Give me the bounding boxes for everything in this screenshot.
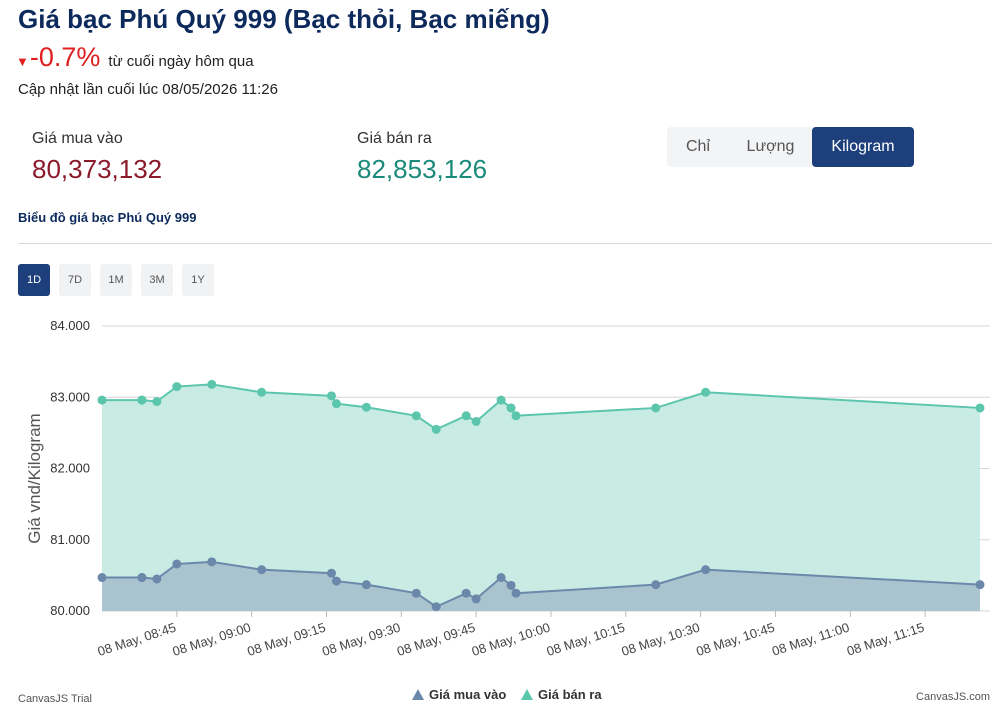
buy-data-point bbox=[361, 580, 371, 590]
price-chart: 80.000 81.000 82.000 83.000 84.000 08 May, 08… bbox=[18, 318, 990, 705]
sell-data-point bbox=[511, 411, 521, 421]
buy-data-point bbox=[496, 573, 506, 583]
sell-data-point bbox=[506, 403, 516, 413]
buy-data-point bbox=[506, 580, 516, 590]
sell-data-point bbox=[152, 397, 162, 407]
range-button-3m[interactable]: 3M bbox=[141, 264, 173, 296]
buy-legend-label: Giá mua vào bbox=[429, 687, 506, 702]
buy-data-point bbox=[207, 557, 217, 567]
buy-data-point bbox=[701, 565, 711, 575]
buy-data-point bbox=[331, 576, 341, 586]
watermark-right: CanvasJS.com bbox=[916, 691, 990, 703]
x-tick-label: 08 May, 10:15 bbox=[545, 620, 627, 659]
change-percent: -0.7% bbox=[29, 42, 101, 72]
range-buttons: 1D 7D 1M 3M 1Y bbox=[18, 264, 214, 296]
x-tick-label: 08 May, 09:00 bbox=[171, 620, 253, 659]
unit-button-kilogram[interactable]: Kilogram bbox=[812, 127, 914, 167]
sell-data-point bbox=[361, 402, 371, 412]
last-updated: Cập nhật lần cuối lúc 08/05/2026 11:26 bbox=[18, 81, 278, 98]
sell-data-point bbox=[257, 387, 267, 397]
unit-button-luong[interactable]: Lượng bbox=[746, 138, 795, 155]
x-tick-label: 08 May, 08:45 bbox=[96, 620, 178, 659]
buy-data-point bbox=[461, 588, 471, 598]
buy-data-point bbox=[411, 588, 421, 598]
buy-data-point bbox=[152, 574, 162, 584]
y-axis-title: Giá vnd/Kilogram bbox=[25, 413, 44, 543]
buy-data-point bbox=[97, 573, 107, 583]
x-tick-label: 08 May, 09:15 bbox=[245, 620, 327, 659]
buy-legend-icon bbox=[412, 689, 424, 700]
sell-data-point bbox=[137, 395, 147, 405]
buy-data-point bbox=[975, 580, 985, 590]
price-change: ▼ -0.7% từ cuối ngày hôm qua bbox=[16, 42, 254, 73]
change-description: từ cuối ngày hôm qua bbox=[108, 53, 254, 70]
sell-price-label: Giá bán ra bbox=[357, 130, 432, 147]
x-tick-label: 08 May, 11:00 bbox=[770, 620, 851, 659]
sell-legend-icon bbox=[521, 689, 533, 700]
buy-area bbox=[102, 561, 980, 611]
sell-data-point bbox=[331, 399, 341, 409]
buy-data-point bbox=[511, 588, 521, 598]
x-tick-label: 08 May, 09:30 bbox=[320, 620, 402, 659]
range-button-1y[interactable]: 1Y bbox=[182, 264, 214, 296]
buy-data-point bbox=[651, 580, 661, 590]
sell-price-block: Giá bán ra 82,853,126 bbox=[357, 130, 487, 185]
y-tick-label: 84.000 bbox=[50, 318, 90, 333]
sell-data-point bbox=[496, 395, 506, 405]
sell-data-point bbox=[97, 395, 107, 405]
y-tick-label: 82.000 bbox=[50, 461, 90, 476]
x-tick-label: 08 May, 10:45 bbox=[694, 620, 776, 659]
sell-data-point bbox=[431, 424, 441, 434]
sell-data-point bbox=[461, 411, 471, 421]
sell-price-value: 82,853,126 bbox=[357, 154, 488, 184]
down-arrow-icon: ▼ bbox=[16, 54, 29, 69]
buy-data-point bbox=[172, 559, 182, 569]
page-title: Giá bạc Phú Quý 999 (Bạc thỏi, Bạc miếng… bbox=[18, 4, 550, 34]
x-tick-label: 08 May, 10:30 bbox=[619, 620, 701, 659]
range-button-1m[interactable]: 1M bbox=[100, 264, 132, 296]
y-tick-label: 83.000 bbox=[50, 389, 90, 404]
sell-data-point bbox=[471, 416, 481, 426]
sell-data-point bbox=[651, 403, 661, 413]
y-tick-label: 80.000 bbox=[50, 603, 90, 618]
buy-price-block: Giá mua vào 80,373,132 bbox=[32, 130, 162, 185]
sell-legend-label: Giá bán ra bbox=[538, 687, 602, 702]
unit-button-chi[interactable]: Chỉ bbox=[685, 138, 710, 155]
watermark-left: CanvasJS Trial bbox=[18, 693, 92, 705]
chart-caption: Biểu đồ giá bạc Phú Quý 999 bbox=[18, 210, 197, 225]
unit-switch: Chỉ Lượng Kilogram bbox=[667, 127, 914, 167]
buy-data-point bbox=[137, 573, 147, 583]
divider bbox=[18, 243, 992, 244]
y-tick-label: 81.000 bbox=[50, 532, 90, 547]
range-button-1d[interactable]: 1D bbox=[18, 264, 50, 296]
buy-data-point bbox=[431, 602, 441, 612]
sell-data-point bbox=[411, 411, 421, 421]
range-button-7d[interactable]: 7D bbox=[59, 264, 91, 296]
buy-data-point bbox=[471, 594, 481, 604]
buy-price-label: Giá mua vào bbox=[32, 130, 123, 147]
sell-data-point bbox=[207, 379, 217, 389]
sell-area bbox=[102, 384, 980, 611]
buy-price-value: 80,373,132 bbox=[32, 154, 163, 184]
x-tick-label: 08 May, 11:15 bbox=[845, 620, 926, 659]
x-tick-label: 08 May, 09:45 bbox=[395, 620, 477, 659]
buy-data-point bbox=[257, 565, 267, 575]
sell-data-point bbox=[701, 387, 711, 397]
sell-data-point bbox=[326, 391, 336, 401]
sell-data-point bbox=[172, 382, 182, 392]
buy-data-point bbox=[326, 568, 336, 578]
sell-data-point bbox=[975, 403, 985, 413]
x-tick-label: 08 May, 10:00 bbox=[470, 620, 552, 659]
